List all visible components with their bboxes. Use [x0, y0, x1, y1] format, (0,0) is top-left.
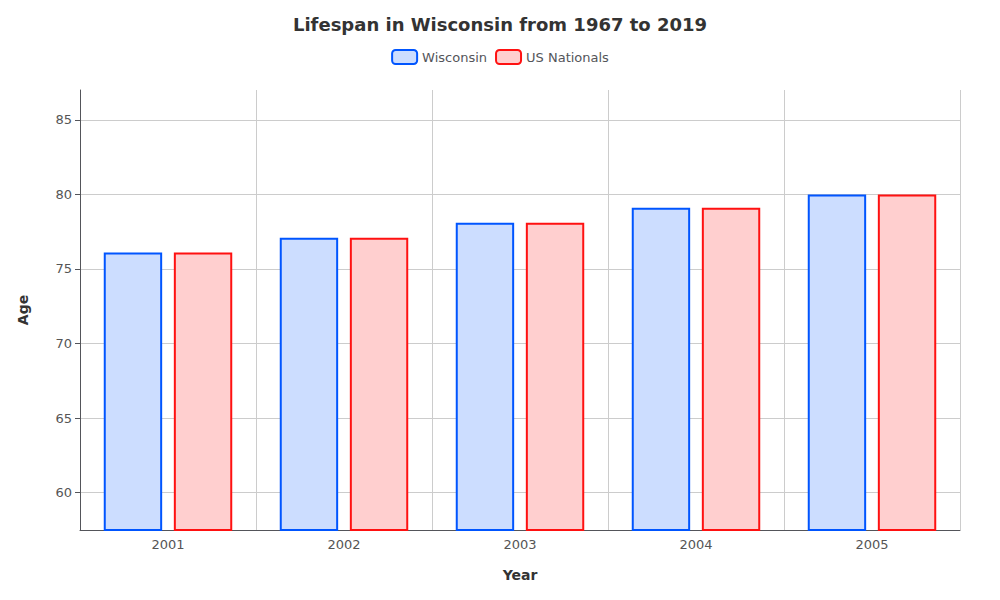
- svg-text:60: 60: [55, 485, 72, 500]
- svg-text:65: 65: [55, 411, 72, 426]
- svg-text:2004: 2004: [679, 537, 712, 552]
- svg-text:2002: 2002: [327, 537, 360, 552]
- svg-text:70: 70: [55, 336, 72, 351]
- svg-text:Year: Year: [502, 567, 538, 583]
- svg-text:2003: 2003: [503, 537, 536, 552]
- svg-text:80: 80: [55, 187, 72, 202]
- svg-text:75: 75: [55, 261, 72, 276]
- svg-text:85: 85: [55, 112, 72, 127]
- svg-text:Lifespan in Wisconsin from 196: Lifespan in Wisconsin from 1967 to 2019: [293, 14, 707, 35]
- svg-text:US Nationals: US Nationals: [526, 50, 609, 65]
- svg-text:2005: 2005: [855, 537, 888, 552]
- svg-text:Age: Age: [15, 295, 31, 325]
- svg-text:Wisconsin: Wisconsin: [422, 50, 487, 65]
- svg-text:2001: 2001: [151, 537, 184, 552]
